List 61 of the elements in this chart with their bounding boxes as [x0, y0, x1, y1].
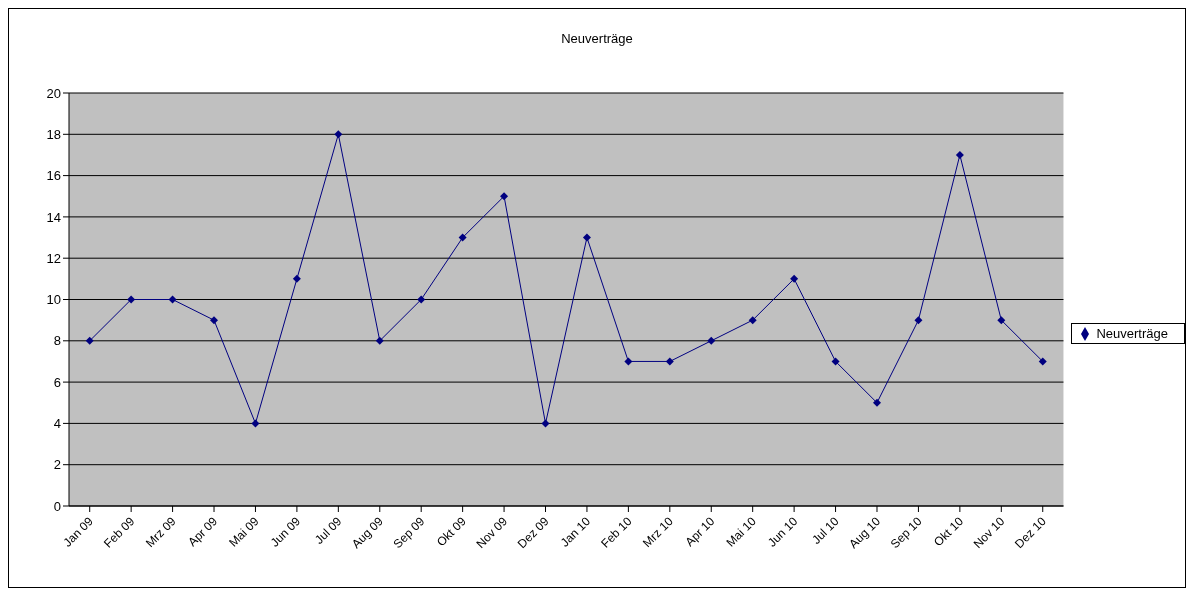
x-tick-label: Jul 09: [311, 514, 345, 547]
x-tick-label: Jan 09: [60, 513, 97, 550]
x-tick-label: Mrz 10: [640, 514, 677, 551]
point: [997, 316, 1006, 325]
y-tick-label: 18: [46, 126, 61, 142]
point: [582, 233, 591, 242]
point: [210, 316, 219, 325]
x-tick-label: Okt 10: [931, 514, 967, 550]
point: [458, 233, 467, 242]
x-tick-label: Aug 09: [349, 514, 387, 552]
point: [831, 357, 840, 366]
y-tick-label: 0: [53, 498, 61, 514]
x-tick-label: Feb 09: [100, 513, 138, 551]
x-tick-label: Jul 10: [809, 514, 842, 547]
point: [375, 336, 384, 345]
point: [417, 295, 426, 304]
point: [127, 295, 136, 304]
y-tick-label: 2: [53, 457, 61, 473]
x-tick-label: Sep 09: [390, 514, 428, 552]
y-tick-label: 14: [46, 209, 61, 225]
y-tick-label: 16: [46, 168, 61, 184]
x-tick-label: Mrz 09: [142, 514, 179, 551]
y-tick-label: 8: [53, 333, 61, 349]
y-tick-label: 12: [46, 250, 61, 266]
x-tick-label: Jan 10: [557, 513, 594, 550]
x-tick-label: Dez 10: [1012, 514, 1050, 552]
x-tick-label: Nov 09: [473, 514, 511, 552]
point: [292, 274, 301, 283]
y-tick-label: 6: [53, 374, 61, 390]
point: [790, 274, 799, 283]
x-tick-label: Apr 09: [185, 513, 221, 550]
point: [168, 295, 177, 304]
point: [85, 336, 94, 345]
x-tick-label: Mai 09: [226, 514, 262, 550]
x-tick-label: Aug 10: [846, 514, 884, 552]
point: [665, 357, 674, 366]
point: [251, 419, 260, 428]
legend-label: Neuverträge: [1096, 325, 1168, 341]
point: [872, 398, 881, 407]
x-tick-label: Dez 09: [514, 514, 552, 552]
x-tick-label: Sep 10: [887, 514, 925, 552]
point: [500, 192, 509, 201]
point: [624, 357, 633, 366]
chart-title: Neuverträge: [560, 31, 634, 46]
y-tick-label: 4: [53, 416, 61, 432]
y-tick-label: 10: [46, 292, 61, 308]
point: [541, 419, 550, 428]
point: [748, 316, 757, 325]
point: [707, 336, 716, 345]
x-tick-label: Apr 10: [682, 513, 718, 550]
y-tick-label: 20: [46, 85, 61, 101]
x-tick-label: Mai 10: [723, 514, 760, 550]
point: [914, 316, 923, 325]
x-tick-label: Nov 10: [970, 514, 1008, 552]
point: [1038, 357, 1047, 366]
point: [334, 130, 343, 139]
x-tick-label: Jun 10: [764, 513, 801, 550]
point: [955, 150, 964, 159]
x-tick-label: Okt 09: [433, 514, 469, 550]
x-tick-label: Feb 10: [598, 513, 635, 551]
x-tick-label: Jun 09: [267, 513, 304, 550]
